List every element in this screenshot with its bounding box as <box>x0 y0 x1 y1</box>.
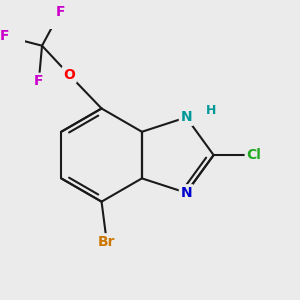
Text: N: N <box>180 110 192 124</box>
Text: O: O <box>63 68 75 82</box>
Text: F: F <box>34 74 43 88</box>
Text: Br: Br <box>98 235 116 249</box>
Text: F: F <box>0 29 9 43</box>
Text: N: N <box>180 186 192 200</box>
Text: Cl: Cl <box>246 148 261 162</box>
Text: H: H <box>206 104 216 117</box>
Text: F: F <box>56 5 65 19</box>
